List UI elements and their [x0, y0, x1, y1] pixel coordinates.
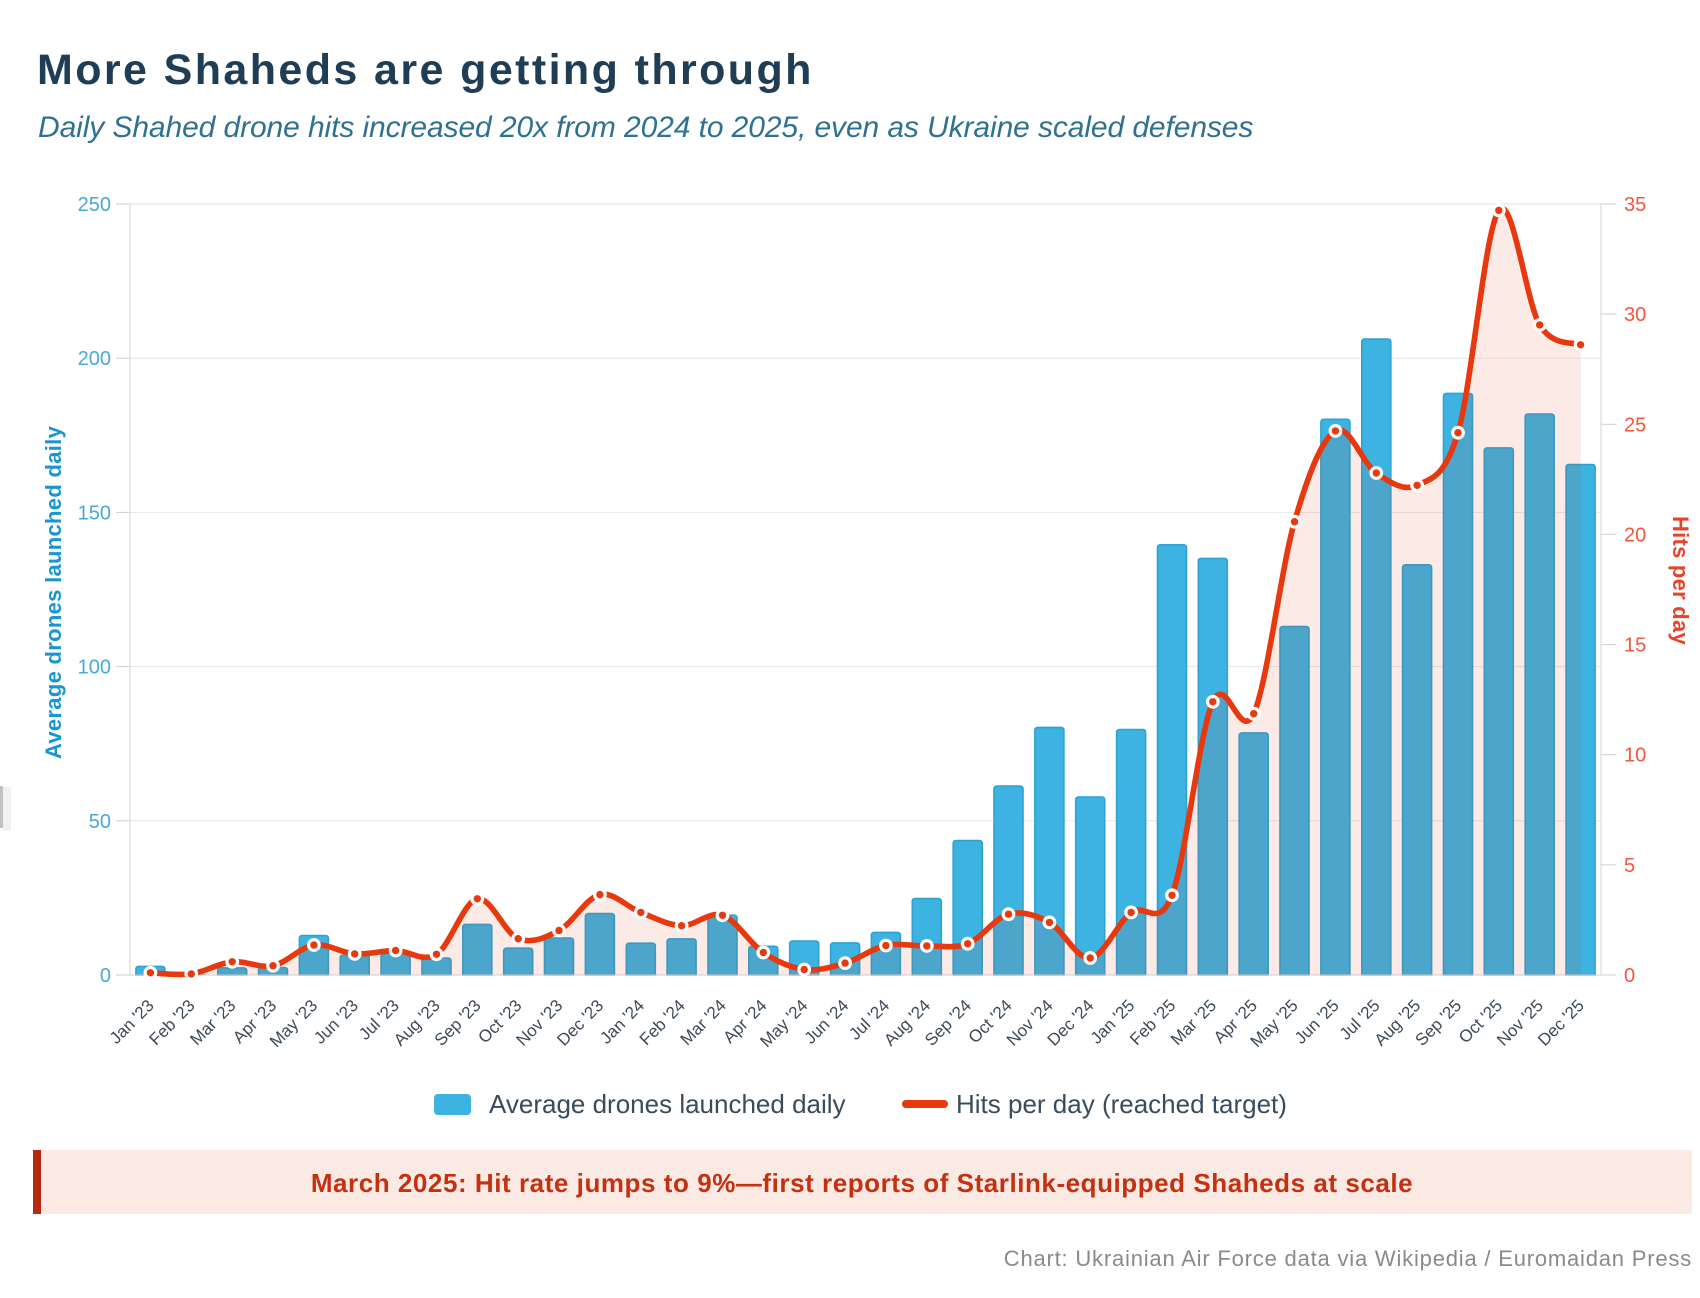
svg-text:More Shaheds are getting throu: More Shaheds are getting through	[37, 46, 814, 94]
svg-text:Average drones launched daily: Average drones launched daily	[489, 1089, 846, 1119]
svg-text:Daily Shahed drone hits increa: Daily Shahed drone hits increased 20x fr…	[38, 111, 1253, 144]
svg-text:Average drones launched daily: Average drones launched daily	[41, 425, 66, 759]
svg-text:March 2025: Hit rate jumps to: March 2025: Hit rate jumps to 9%—first r…	[311, 1168, 1413, 1198]
svg-text:35: 35	[1624, 194, 1646, 216]
svg-text:30: 30	[1624, 304, 1646, 326]
svg-text:0: 0	[100, 965, 111, 987]
svg-text:25: 25	[1624, 414, 1646, 436]
svg-text:10: 10	[1624, 745, 1646, 767]
svg-text:100: 100	[78, 657, 111, 679]
svg-text:150: 150	[78, 502, 111, 524]
svg-text:Hits per day: Hits per day	[1668, 516, 1693, 645]
svg-text:50: 50	[89, 811, 111, 833]
svg-text:0: 0	[1624, 965, 1635, 987]
svg-text:Chart: Ukrainian Air Force dat: Chart: Ukrainian Air Force data via Wiki…	[1004, 1246, 1692, 1271]
svg-text:5: 5	[1624, 855, 1635, 877]
svg-text:250: 250	[78, 194, 111, 216]
svg-text:Hits per day (reached target): Hits per day (reached target)	[956, 1089, 1287, 1119]
svg-text:200: 200	[78, 348, 111, 370]
svg-text:15: 15	[1624, 635, 1646, 657]
svg-text:20: 20	[1624, 524, 1646, 546]
